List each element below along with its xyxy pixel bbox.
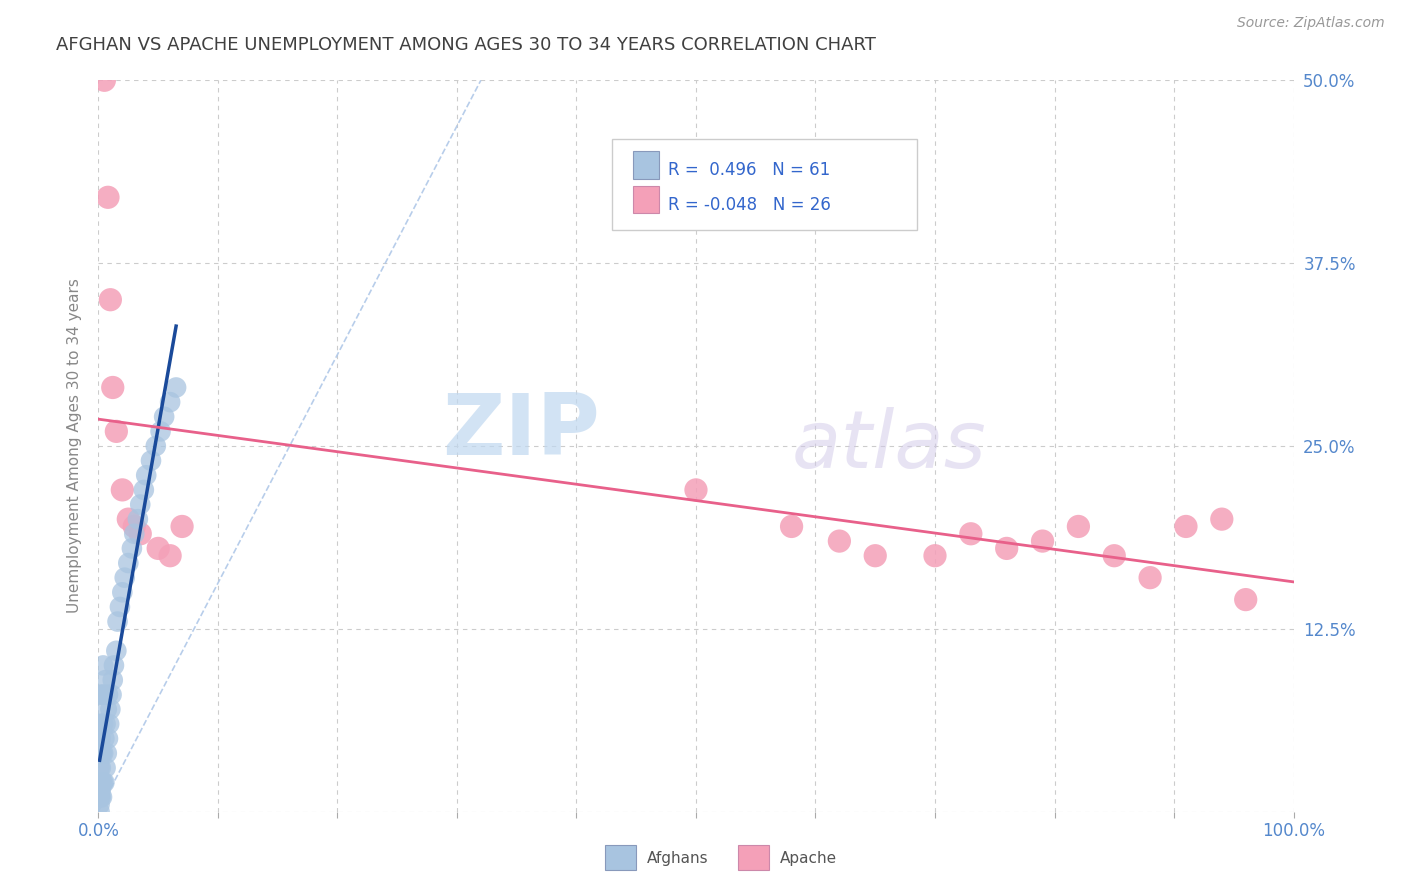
Point [960,526,983,541]
Point [124,526,146,541]
Point [90,775,112,789]
Point [91,717,114,731]
Point [780,519,803,533]
Point [89,746,111,760]
Point [89,761,111,775]
Point [93,688,115,702]
Point [132,483,155,497]
Point [91,775,114,789]
Point [108,599,131,614]
Point [93,73,115,87]
Point [98,717,121,731]
Text: AFGHAN VS APACHE UNEMPLOYMENT AMONG AGES 30 TO 34 YEARS CORRELATION CHART: AFGHAN VS APACHE UNEMPLOYMENT AMONG AGES… [56,36,876,54]
Point [124,519,146,533]
Point [89,797,111,812]
Point [89,775,111,789]
Point [995,541,1018,556]
Point [159,549,181,563]
FancyBboxPatch shape [633,186,659,213]
Point [105,644,128,658]
Point [97,688,120,702]
Point [91,790,114,805]
Point [165,380,187,394]
Point [93,731,115,746]
Point [924,549,946,563]
Point [127,512,149,526]
Point [89,775,111,789]
Point [101,673,124,687]
Point [91,688,114,702]
Point [139,453,162,467]
Point [172,519,194,533]
Point [94,761,117,775]
Point [114,571,136,585]
Point [129,526,152,541]
Point [89,790,111,805]
Point [90,782,112,797]
Point [865,549,887,563]
Point [111,585,134,599]
Text: R =  0.496   N = 61: R = 0.496 N = 61 [668,161,831,178]
Point [89,790,111,805]
Point [89,717,111,731]
Point [89,805,111,819]
Text: Afghans: Afghans [647,851,709,865]
Point [1175,519,1198,533]
Point [89,731,111,746]
Point [1067,519,1090,533]
Point [93,775,115,789]
FancyBboxPatch shape [633,152,659,179]
Point [685,483,707,497]
Text: atlas: atlas [792,407,987,485]
Point [1139,571,1161,585]
Text: Source: ZipAtlas.com: Source: ZipAtlas.com [1237,16,1385,29]
Point [90,761,112,775]
Point [91,746,114,760]
Point [94,673,117,687]
Point [1211,512,1233,526]
Point [1032,534,1054,549]
Point [91,746,114,760]
Point [91,775,114,789]
Point [91,717,114,731]
Point [103,658,125,673]
Point [101,380,124,394]
Point [90,746,112,760]
Point [107,615,129,629]
Y-axis label: Unemployment Among Ages 30 to 34 years: Unemployment Among Ages 30 to 34 years [67,278,83,614]
Point [121,541,143,556]
Point [91,658,114,673]
Point [117,512,139,526]
Point [97,731,120,746]
Point [117,556,139,570]
Point [97,190,120,204]
Point [96,702,118,716]
Point [135,468,157,483]
Point [149,425,172,439]
Point [1234,592,1257,607]
Point [129,498,152,512]
Point [90,688,112,702]
Point [94,717,117,731]
Point [90,717,112,731]
Point [1104,549,1126,563]
Point [98,293,122,307]
Point [90,731,112,746]
Point [100,688,122,702]
Text: R = -0.048   N = 26: R = -0.048 N = 26 [668,195,831,213]
Point [98,702,122,716]
Point [111,483,134,497]
Point [828,534,851,549]
Point [148,541,170,556]
Point [105,425,128,439]
Point [159,395,181,409]
Point [153,409,176,424]
Text: Apache: Apache [780,851,838,865]
Point [96,746,118,760]
Text: ZIP: ZIP [443,390,600,473]
Point [145,439,167,453]
FancyBboxPatch shape [613,139,917,230]
Point [90,790,112,805]
